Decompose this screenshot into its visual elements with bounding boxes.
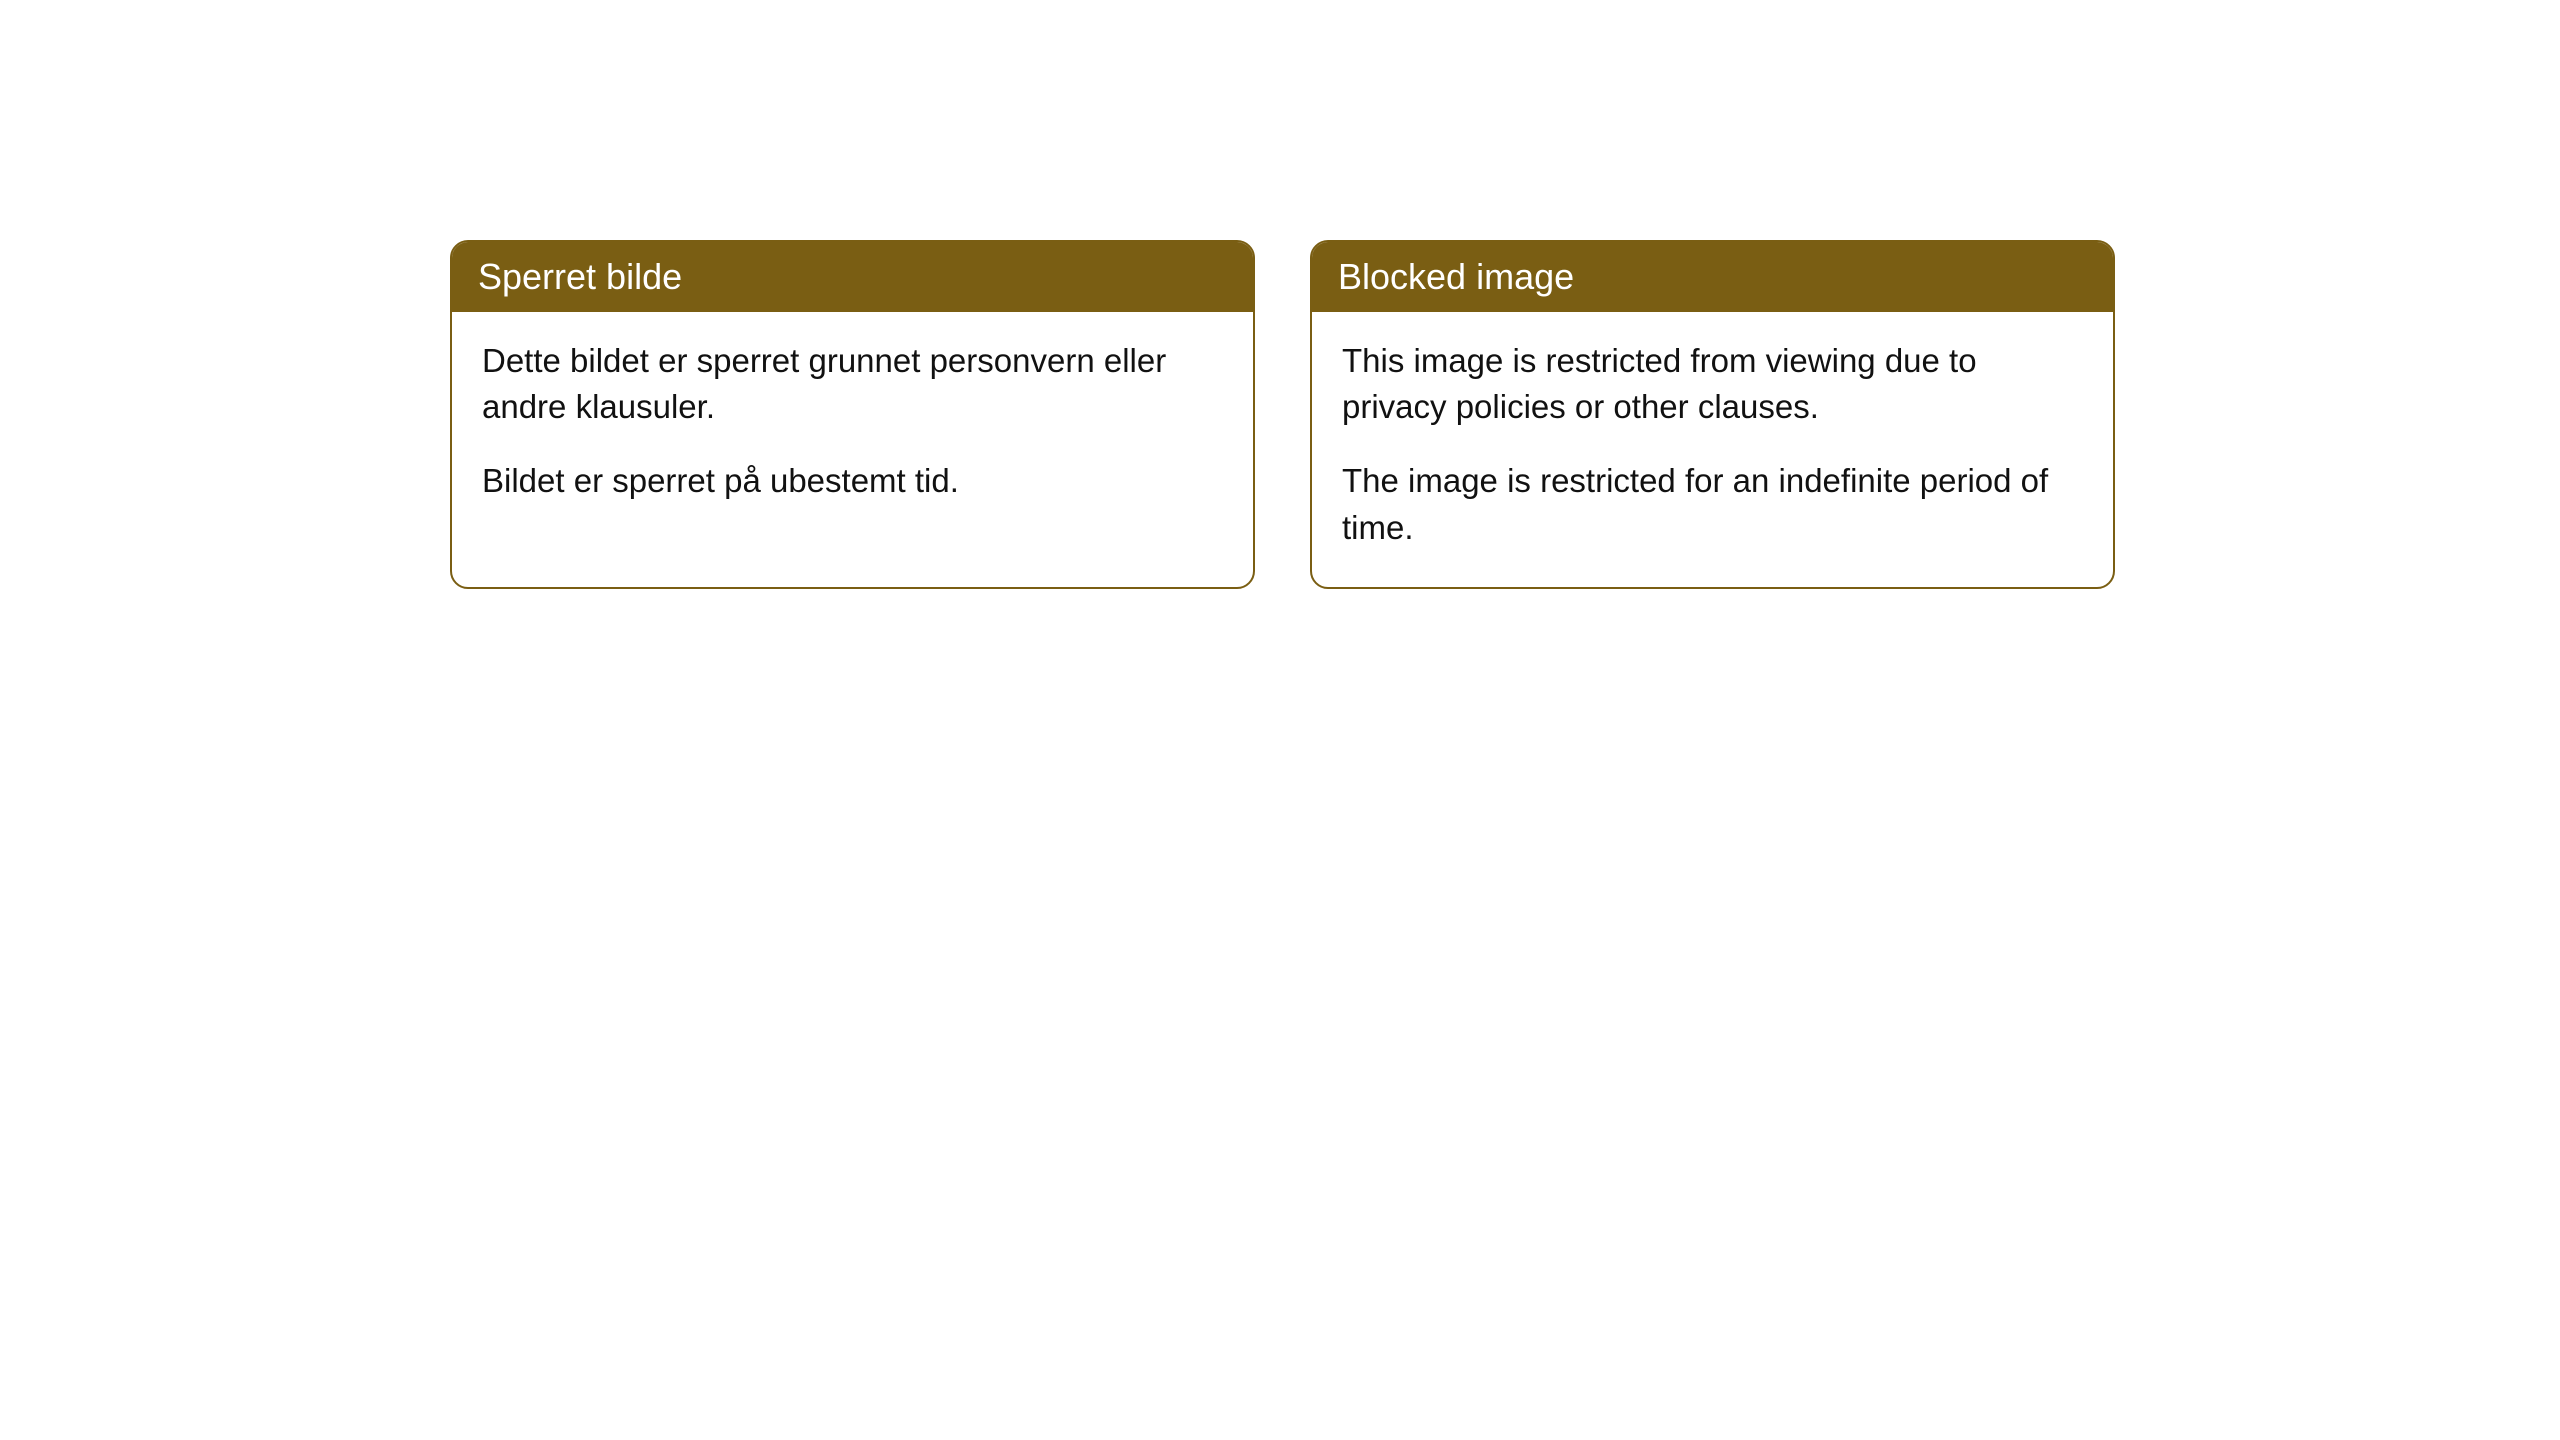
notice-cards-container: Sperret bilde Dette bildet er sperret gr… [450, 240, 2560, 589]
card-title: Sperret bilde [478, 256, 682, 297]
card-paragraph: Bildet er sperret på ubestemt tid. [482, 458, 1223, 504]
card-paragraph: This image is restricted from viewing du… [1342, 338, 2083, 430]
card-body: This image is restricted from viewing du… [1312, 312, 2113, 587]
card-title: Blocked image [1338, 256, 1574, 297]
card-header: Sperret bilde [452, 242, 1253, 312]
notice-card-english: Blocked image This image is restricted f… [1310, 240, 2115, 589]
card-body: Dette bildet er sperret grunnet personve… [452, 312, 1253, 541]
card-paragraph: The image is restricted for an indefinit… [1342, 458, 2083, 550]
card-header: Blocked image [1312, 242, 2113, 312]
notice-card-norwegian: Sperret bilde Dette bildet er sperret gr… [450, 240, 1255, 589]
card-paragraph: Dette bildet er sperret grunnet personve… [482, 338, 1223, 430]
